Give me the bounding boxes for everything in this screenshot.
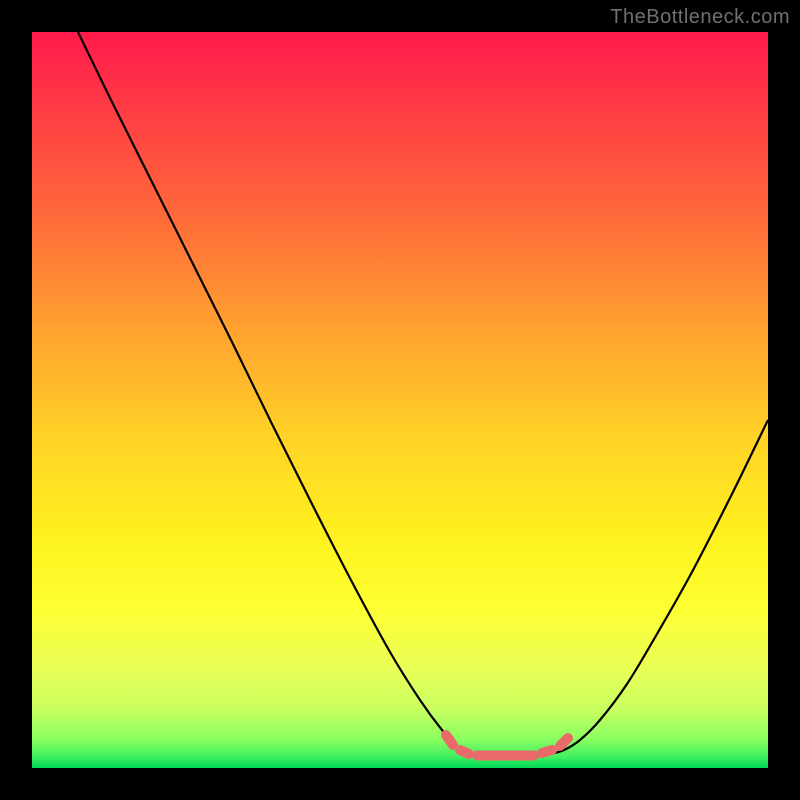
marker-segment — [460, 750, 469, 754]
marker-segment — [542, 750, 552, 753]
marker-segment — [446, 735, 453, 745]
gradient-background — [32, 32, 768, 768]
bottleneck-chart — [32, 32, 768, 768]
watermark-text: TheBottleneck.com — [610, 6, 790, 29]
chart-frame: TheBottleneck.com — [0, 0, 800, 800]
plot-area — [32, 32, 768, 768]
marker-segment — [560, 738, 568, 746]
